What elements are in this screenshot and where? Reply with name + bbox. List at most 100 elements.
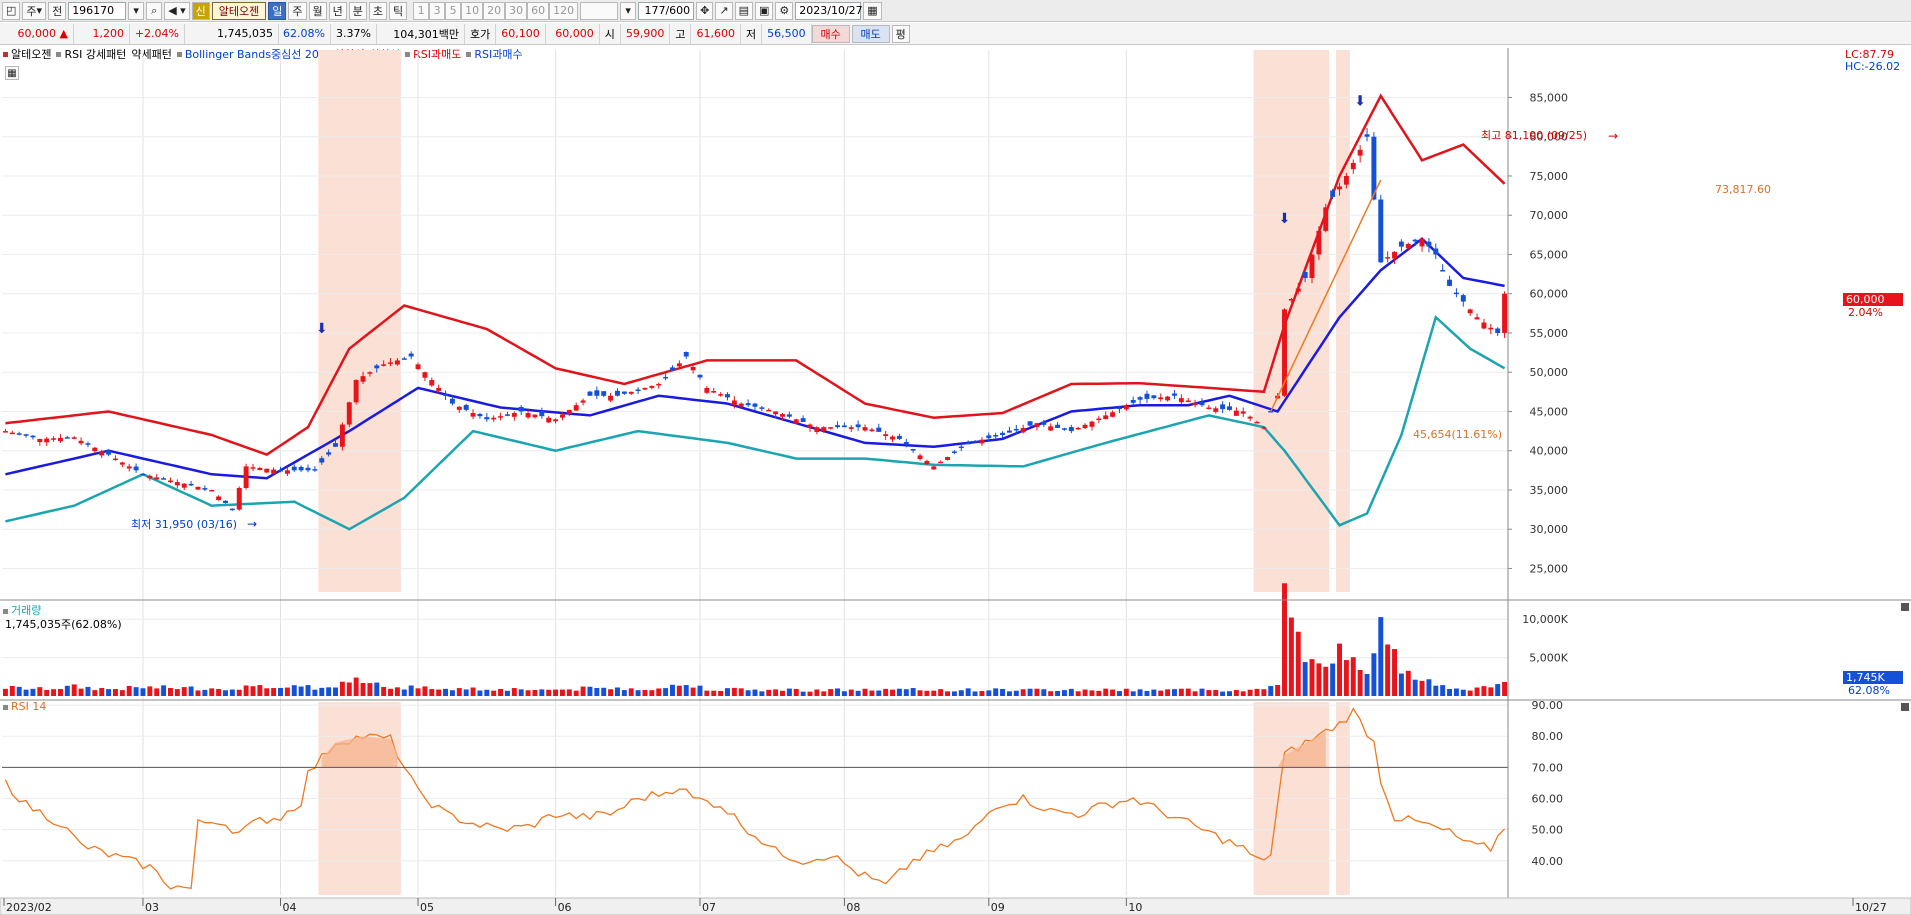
interval-60[interactable]: 60 [527,1,550,20]
candle-body [1495,328,1501,333]
stock-name-field[interactable]: 알테오젠 [211,1,267,20]
volume-summary: 1,745,035주(62.08%) [5,618,122,631]
draw-tool-icon[interactable]: ↗ [715,1,733,20]
candle-body [828,427,834,429]
rsi-title: RSI 14 [3,700,46,713]
crosshair-icon[interactable]: ✥ [696,1,714,20]
candle-body [312,469,318,471]
candle-body [1261,427,1267,429]
volume-bar [1364,673,1370,696]
legend-bear[interactable]: 약세패턴 [131,48,172,61]
save-icon[interactable]: ▣ [755,1,774,20]
volume-bar [1165,689,1171,696]
interval-1[interactable]: 1 [413,1,430,20]
volume-bar [126,685,132,696]
high-value: 61,600 [691,23,741,44]
prev-button[interactable]: 전 [48,1,67,20]
candle-body [986,435,992,439]
interval-120[interactable]: 120 [549,1,579,20]
candle-body [422,372,428,378]
volume-bar [1488,687,1494,696]
candle-body [1433,248,1439,255]
volume-bar [99,687,105,696]
candle-body [1116,407,1122,410]
volume-bar [1247,689,1253,696]
tab-minute[interactable]: 분 [348,1,367,20]
period-selector[interactable]: 주 ▾ [22,1,47,20]
volume-bar [986,690,992,696]
legend-upper[interactable]: 상한선 [334,48,365,61]
grid-toggle-icon[interactable]: ▦ [5,66,19,80]
interval-20[interactable]: 20 [483,1,506,20]
tab-tick[interactable]: 틱 [389,1,408,20]
tab-weekly[interactable]: 주 [288,1,307,20]
eval-button[interactable]: 평 [891,24,910,43]
high-pointer-icon: → [1608,129,1618,143]
volume-bar [456,688,462,696]
stock-code-input[interactable]: 196170 [68,1,127,20]
legend-stock[interactable]: 알테오젠 [3,46,51,62]
candle-body [890,436,896,440]
volume-bar [807,691,813,696]
candle-body [168,480,173,483]
candle-body [1275,395,1281,399]
interval-input[interactable] [580,1,619,20]
candle-body [718,394,724,396]
dropdown-icon[interactable]: ▾ [128,1,145,20]
search-icon[interactable]: ⌕ [146,1,163,20]
tab-second[interactable]: 초 [368,1,388,20]
volume-bar [1343,660,1349,696]
price-tick-label: 25,000 [1530,562,1569,575]
volume-bar [718,690,724,696]
rsi-title-label: RSI 14 [11,700,47,713]
tab-daily[interactable]: 일 [268,1,287,20]
candle-body [449,398,455,404]
volume-bar [484,689,490,696]
legend-lower[interactable]: 하한선 [369,48,401,61]
speaker-icon[interactable]: ◀ ▾ [164,1,190,20]
volume-bar [1426,679,1432,696]
interval-3[interactable]: 3 [429,1,446,20]
candle-body [477,413,483,417]
tab-yearly[interactable]: 년 [328,1,347,20]
candle-body [443,394,449,396]
gear-icon[interactable]: ⚙ [775,1,794,20]
new-badge-icon[interactable]: 신 [191,1,210,20]
legend-rsi-oversold[interactable]: RSI과매도 [405,46,461,62]
volume-bar [1309,659,1315,696]
interval-30[interactable]: 30 [505,1,528,20]
candle-body [243,466,249,488]
candle-body [1096,418,1102,421]
candle-body [37,438,43,443]
window-menu-icon[interactable]: ◰ [2,1,21,20]
print-icon[interactable]: ▤ [734,1,753,20]
date-field[interactable]: 2023/10/27 [795,1,863,20]
legend-rsi-bull[interactable]: RSI 강세패턴 [56,46,126,62]
candle-body [759,407,765,409]
candle-body [257,467,263,471]
tab-monthly[interactable]: 월 [308,1,327,20]
sell-button[interactable]: 매도 [851,24,890,43]
volume-bar [773,689,779,696]
interval-5[interactable]: 5 [445,1,462,20]
candle-body [1240,411,1246,414]
interval-dropdown-icon[interactable]: ▾ [620,1,637,20]
buy-button[interactable]: 매수 [811,24,850,43]
volume-bar [1061,690,1067,696]
legend-bollinger[interactable]: Bollinger Bands중심선 20,2 [176,46,329,62]
candle-body [1316,230,1322,255]
volume-bar [876,690,882,696]
interval-10[interactable]: 10 [461,1,484,20]
candle-body [896,435,902,439]
volume-bar [209,688,215,696]
legend-rsi-overbought[interactable]: RSI과매수 [466,46,523,62]
calendar-icon[interactable]: ▦ [863,1,882,20]
bollinger-upper-line [5,93,1506,456]
volume-bar [1068,688,1074,696]
candle-body [436,387,442,391]
candle-body [284,470,290,474]
turnover-value: 3.37% [331,23,377,44]
count-field[interactable]: 177/600 [638,1,695,20]
